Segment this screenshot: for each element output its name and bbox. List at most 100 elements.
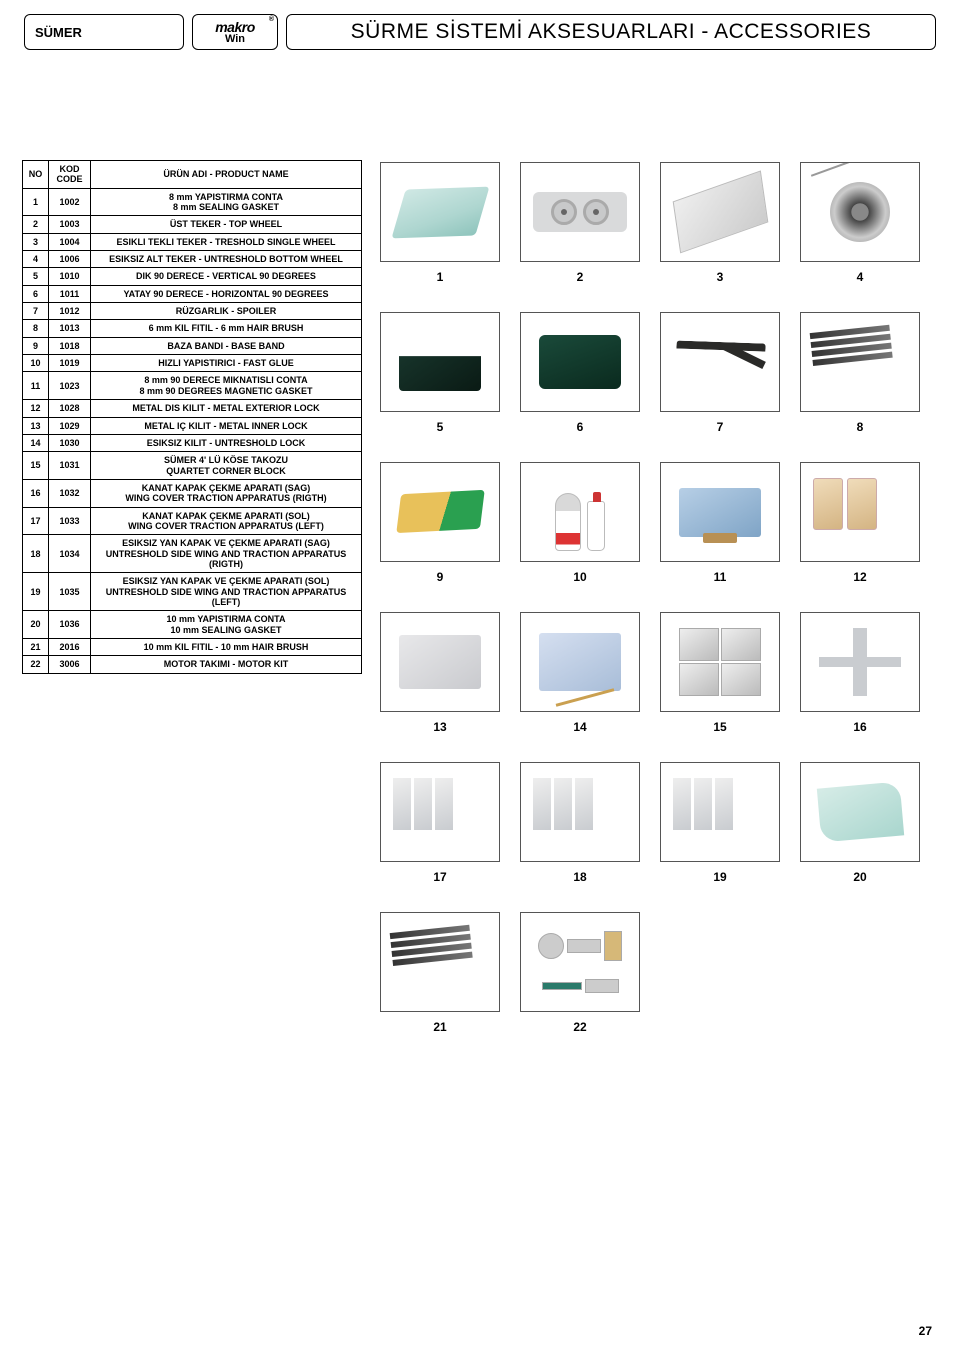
- logo-box: ® makro Win: [192, 14, 278, 50]
- grid-label: 8: [800, 420, 920, 434]
- grid-cell: 2: [520, 162, 640, 284]
- brand-box: SÜMER: [24, 14, 184, 50]
- cell-code: 1036: [49, 611, 91, 639]
- cell-code: 2016: [49, 639, 91, 656]
- grid-label: 10: [520, 570, 640, 584]
- grid-label: 7: [660, 420, 780, 434]
- cell-name: ESIKSIZ ALT TEKER - UNTRESHOLD BOTTOM WH…: [91, 251, 362, 268]
- cell-name: HIZLI YAPISTIRICI - FAST GLUE: [91, 355, 362, 372]
- grid-label: 1: [380, 270, 500, 284]
- product-placeholder: [679, 628, 762, 697]
- product-placeholder: [679, 488, 762, 537]
- grid-cell: 4: [800, 162, 920, 284]
- product-image: [520, 462, 640, 562]
- cell-no: 17: [23, 507, 49, 535]
- table-row: 41006ESIKSIZ ALT TEKER - UNTRESHOLD BOTT…: [23, 251, 362, 268]
- grid-label: 20: [800, 870, 920, 884]
- cell-name: MOTOR TAKIMI - MOTOR KIT: [91, 656, 362, 673]
- page-title-box: SÜRME SİSTEMİ AKSESUARLARI - ACCESSORIES: [286, 14, 936, 50]
- cell-code: 1012: [49, 303, 91, 320]
- cell-no: 5: [23, 268, 49, 285]
- cell-code: 1032: [49, 479, 91, 507]
- grid-cell: 6: [520, 312, 640, 434]
- product-image: [660, 162, 780, 262]
- cell-code: 1018: [49, 337, 91, 354]
- cell-no: 11: [23, 372, 49, 400]
- grid-label: 19: [660, 870, 780, 884]
- cell-no: 4: [23, 251, 49, 268]
- cell-name: RÜZGARLIK - SPOILER: [91, 303, 362, 320]
- product-image: [660, 462, 780, 562]
- cell-no: 3: [23, 233, 49, 250]
- cell-name: ÜST TEKER - TOP WHEEL: [91, 216, 362, 233]
- cell-name: 8 mm 90 DERECE MIKNATISLI CONTA 8 mm 90 …: [91, 372, 362, 400]
- cell-name: ESIKSIZ KILIT - UNTRESHOLD LOCK: [91, 434, 362, 451]
- cell-code: 1031: [49, 452, 91, 480]
- cell-code: 1006: [49, 251, 91, 268]
- cell-no: 14: [23, 434, 49, 451]
- table-row: 151031SÜMER 4' LÜ KÖSE TAKOZU QUARTET CO…: [23, 452, 362, 480]
- product-placeholder: [533, 192, 627, 231]
- cell-no: 15: [23, 452, 49, 480]
- table-row: 181034ESIKSIZ YAN KAPAK VE ÇEKME APARATI…: [23, 535, 362, 573]
- cell-name: ESIKLI TEKLI TEKER - TRESHOLD SINGLE WHE…: [91, 233, 362, 250]
- table-row: 223006MOTOR TAKIMI - MOTOR KIT: [23, 656, 362, 673]
- cell-code: 1023: [49, 372, 91, 400]
- grid-label: 16: [800, 720, 920, 734]
- grid-cell: 16: [800, 612, 920, 734]
- product-placeholder: [527, 923, 633, 1001]
- product-placeholder: [809, 323, 910, 401]
- product-placeholder: [399, 333, 482, 392]
- cell-name: KANAT KAPAK ÇEKME APARATI (SAG) WING COV…: [91, 479, 362, 507]
- grid-label: 21: [380, 1020, 500, 1034]
- th-code: KOD CODE: [49, 161, 91, 189]
- grid-cell: 19: [660, 762, 780, 884]
- cell-code: 1029: [49, 417, 91, 434]
- table-row: 810136 mm KIL FITIL - 6 mm HAIR BRUSH: [23, 320, 362, 337]
- grid-cell: 20: [800, 762, 920, 884]
- cell-name: DIK 90 DERECE - VERTICAL 90 DEGREES: [91, 268, 362, 285]
- table-row: 101019HIZLI YAPISTIRICI - FAST GLUE: [23, 355, 362, 372]
- product-placeholder: [672, 171, 767, 254]
- grid-label: 2: [520, 270, 640, 284]
- product-image: [520, 762, 640, 862]
- cell-name: METAL DIS KILIT - METAL EXTERIOR LOCK: [91, 400, 362, 417]
- cell-no: 1: [23, 188, 49, 216]
- grid-label: 11: [660, 570, 780, 584]
- grid-cell: 13: [380, 612, 500, 734]
- table-row: 191035ESIKSIZ YAN KAPAK VE ÇEKME APARATI…: [23, 573, 362, 611]
- product-image: [800, 612, 920, 712]
- grid-label: 4: [800, 270, 920, 284]
- product-placeholder: [399, 635, 482, 689]
- table-row: 131029METAL IÇ KILIT - METAL INNER LOCK: [23, 417, 362, 434]
- table-row: 21003ÜST TEKER - TOP WHEEL: [23, 216, 362, 233]
- cell-no: 18: [23, 535, 49, 573]
- cell-no: 7: [23, 303, 49, 320]
- product-image: [520, 312, 640, 412]
- table-row: 91018BAZA BANDI - BASE BAND: [23, 337, 362, 354]
- grid-cell: 1: [380, 162, 500, 284]
- product-placeholder: [533, 473, 627, 551]
- logo-registered: ®: [269, 16, 274, 23]
- cell-no: 10: [23, 355, 49, 372]
- grid-cell: 7: [660, 312, 780, 434]
- product-placeholder: [533, 778, 627, 847]
- cell-no: 21: [23, 639, 49, 656]
- product-placeholder: [389, 923, 490, 1001]
- grid-cell: 22: [520, 912, 640, 1034]
- product-placeholder: [819, 628, 902, 697]
- brand-label: SÜMER: [35, 25, 82, 40]
- image-grid: 12345678910111213141516171819202122: [380, 160, 936, 1034]
- product-image: [660, 612, 780, 712]
- grid-label: 15: [660, 720, 780, 734]
- grid-cell: 21: [380, 912, 500, 1034]
- product-image: [380, 462, 500, 562]
- grid-label: 9: [380, 570, 500, 584]
- page-number: 27: [919, 1324, 932, 1338]
- table-row: 110028 mm YAPISTIRMA CONTA 8 mm SEALING …: [23, 188, 362, 216]
- product-image: [520, 162, 640, 262]
- cell-name: ESIKSIZ YAN KAPAK VE ÇEKME APARATI (SAG)…: [91, 535, 362, 573]
- grid-label: 13: [380, 720, 500, 734]
- table-row: 161032KANAT KAPAK ÇEKME APARATI (SAG) WI…: [23, 479, 362, 507]
- table-row: 171033KANAT KAPAK ÇEKME APARATI (SOL) WI…: [23, 507, 362, 535]
